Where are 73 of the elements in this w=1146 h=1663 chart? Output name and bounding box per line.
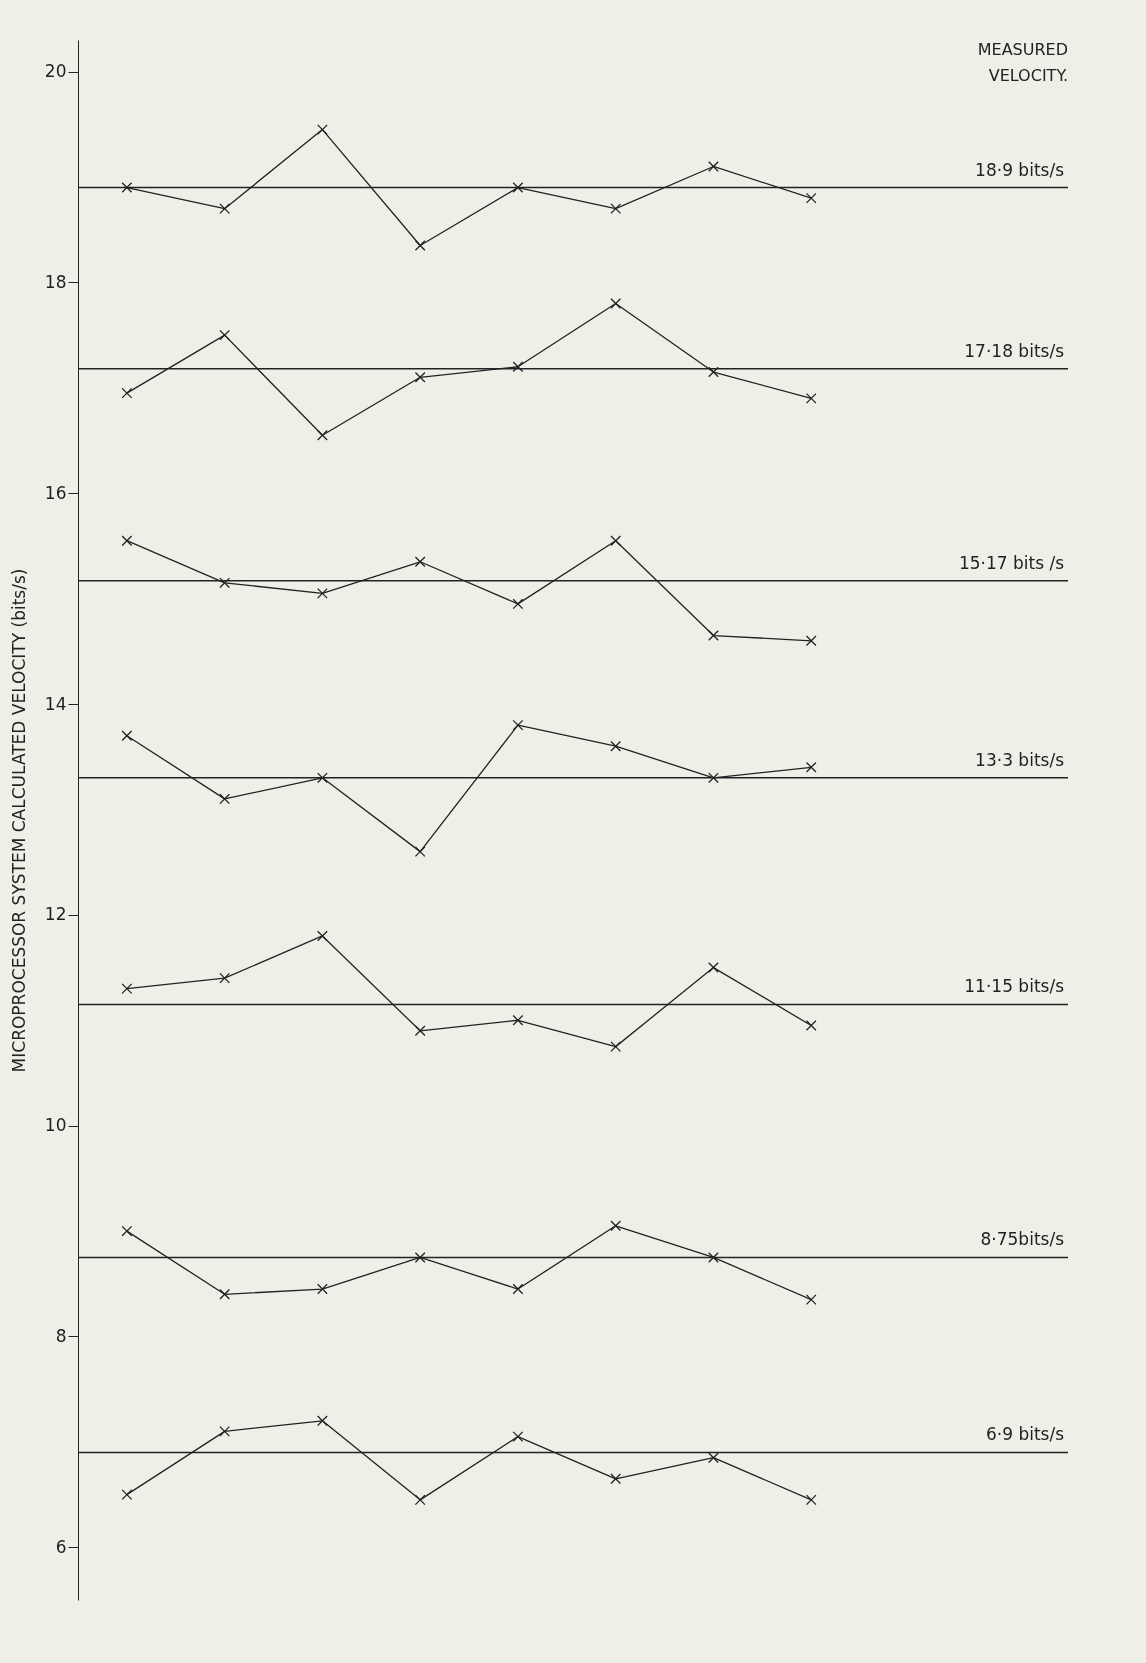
y-tick-label: 14 (44, 693, 67, 714)
point (610, 1473, 622, 1485)
y-tick-label: 16 (44, 482, 67, 503)
point (414, 556, 426, 568)
y-tick-label: 6 (55, 1536, 67, 1557)
point (610, 1220, 622, 1232)
ref-line-label: 13·3 bits/s (975, 749, 1065, 770)
point (121, 387, 133, 399)
point (805, 1494, 817, 1506)
point (121, 535, 133, 547)
y-axis-title: MICROPROCESSOR SYSTEM CALCULATED VELOCITY (bits/s) (8, 568, 29, 1073)
point (708, 1452, 719, 1464)
point (512, 1014, 524, 1026)
point (805, 1020, 817, 1031)
point (512, 361, 524, 373)
point (317, 930, 328, 942)
point (708, 366, 719, 378)
y-tick-label: 20 (44, 61, 67, 82)
ref-line-label: 15·17 bits /s (958, 552, 1065, 573)
point (512, 182, 524, 193)
point (805, 392, 817, 404)
point (414, 1025, 426, 1037)
point (317, 429, 328, 441)
point (121, 1489, 133, 1500)
point (219, 1425, 231, 1437)
point (708, 161, 719, 172)
point (610, 298, 622, 309)
point (121, 1225, 133, 1237)
point (708, 962, 719, 973)
point (317, 772, 328, 784)
point (121, 730, 133, 742)
point (708, 1252, 719, 1263)
point (512, 598, 524, 610)
ref-line-label: 18·9 bits/s (975, 159, 1065, 180)
point (512, 1283, 524, 1295)
point (121, 983, 133, 995)
point (414, 240, 426, 251)
point (317, 1415, 328, 1427)
point (512, 719, 524, 731)
point (219, 329, 231, 341)
point (708, 630, 719, 641)
ref-line-label: 17·18 bits/s (964, 340, 1065, 361)
text: MEASURED VELOCITY. (977, 40, 1068, 85)
point (414, 1252, 426, 1263)
ref-line-label: 8·75bits/s (980, 1229, 1065, 1250)
point (610, 740, 622, 752)
ref-line-label: 11·15 bits/s (964, 976, 1065, 997)
ref-line-label: 6·9 bits/s (985, 1424, 1065, 1445)
y-tick-label: 18 (44, 271, 67, 292)
point (805, 761, 817, 773)
point (805, 1294, 817, 1305)
point (317, 124, 328, 135)
point (610, 535, 622, 547)
point (414, 846, 426, 858)
point (121, 182, 133, 193)
y-tick-label: 10 (44, 1115, 67, 1136)
point (219, 203, 231, 215)
point (805, 192, 817, 204)
point (219, 793, 231, 805)
point (610, 203, 622, 215)
point (610, 1041, 622, 1053)
point (317, 1283, 328, 1295)
point (219, 972, 231, 984)
point (414, 371, 426, 383)
point (512, 1431, 524, 1443)
point (219, 1288, 231, 1300)
point (317, 587, 328, 599)
point (805, 635, 817, 647)
y-tick-label: 12 (44, 904, 67, 925)
point (414, 1494, 426, 1506)
point (219, 577, 231, 589)
y-tick-label: 8 (55, 1325, 67, 1346)
point (708, 772, 719, 784)
